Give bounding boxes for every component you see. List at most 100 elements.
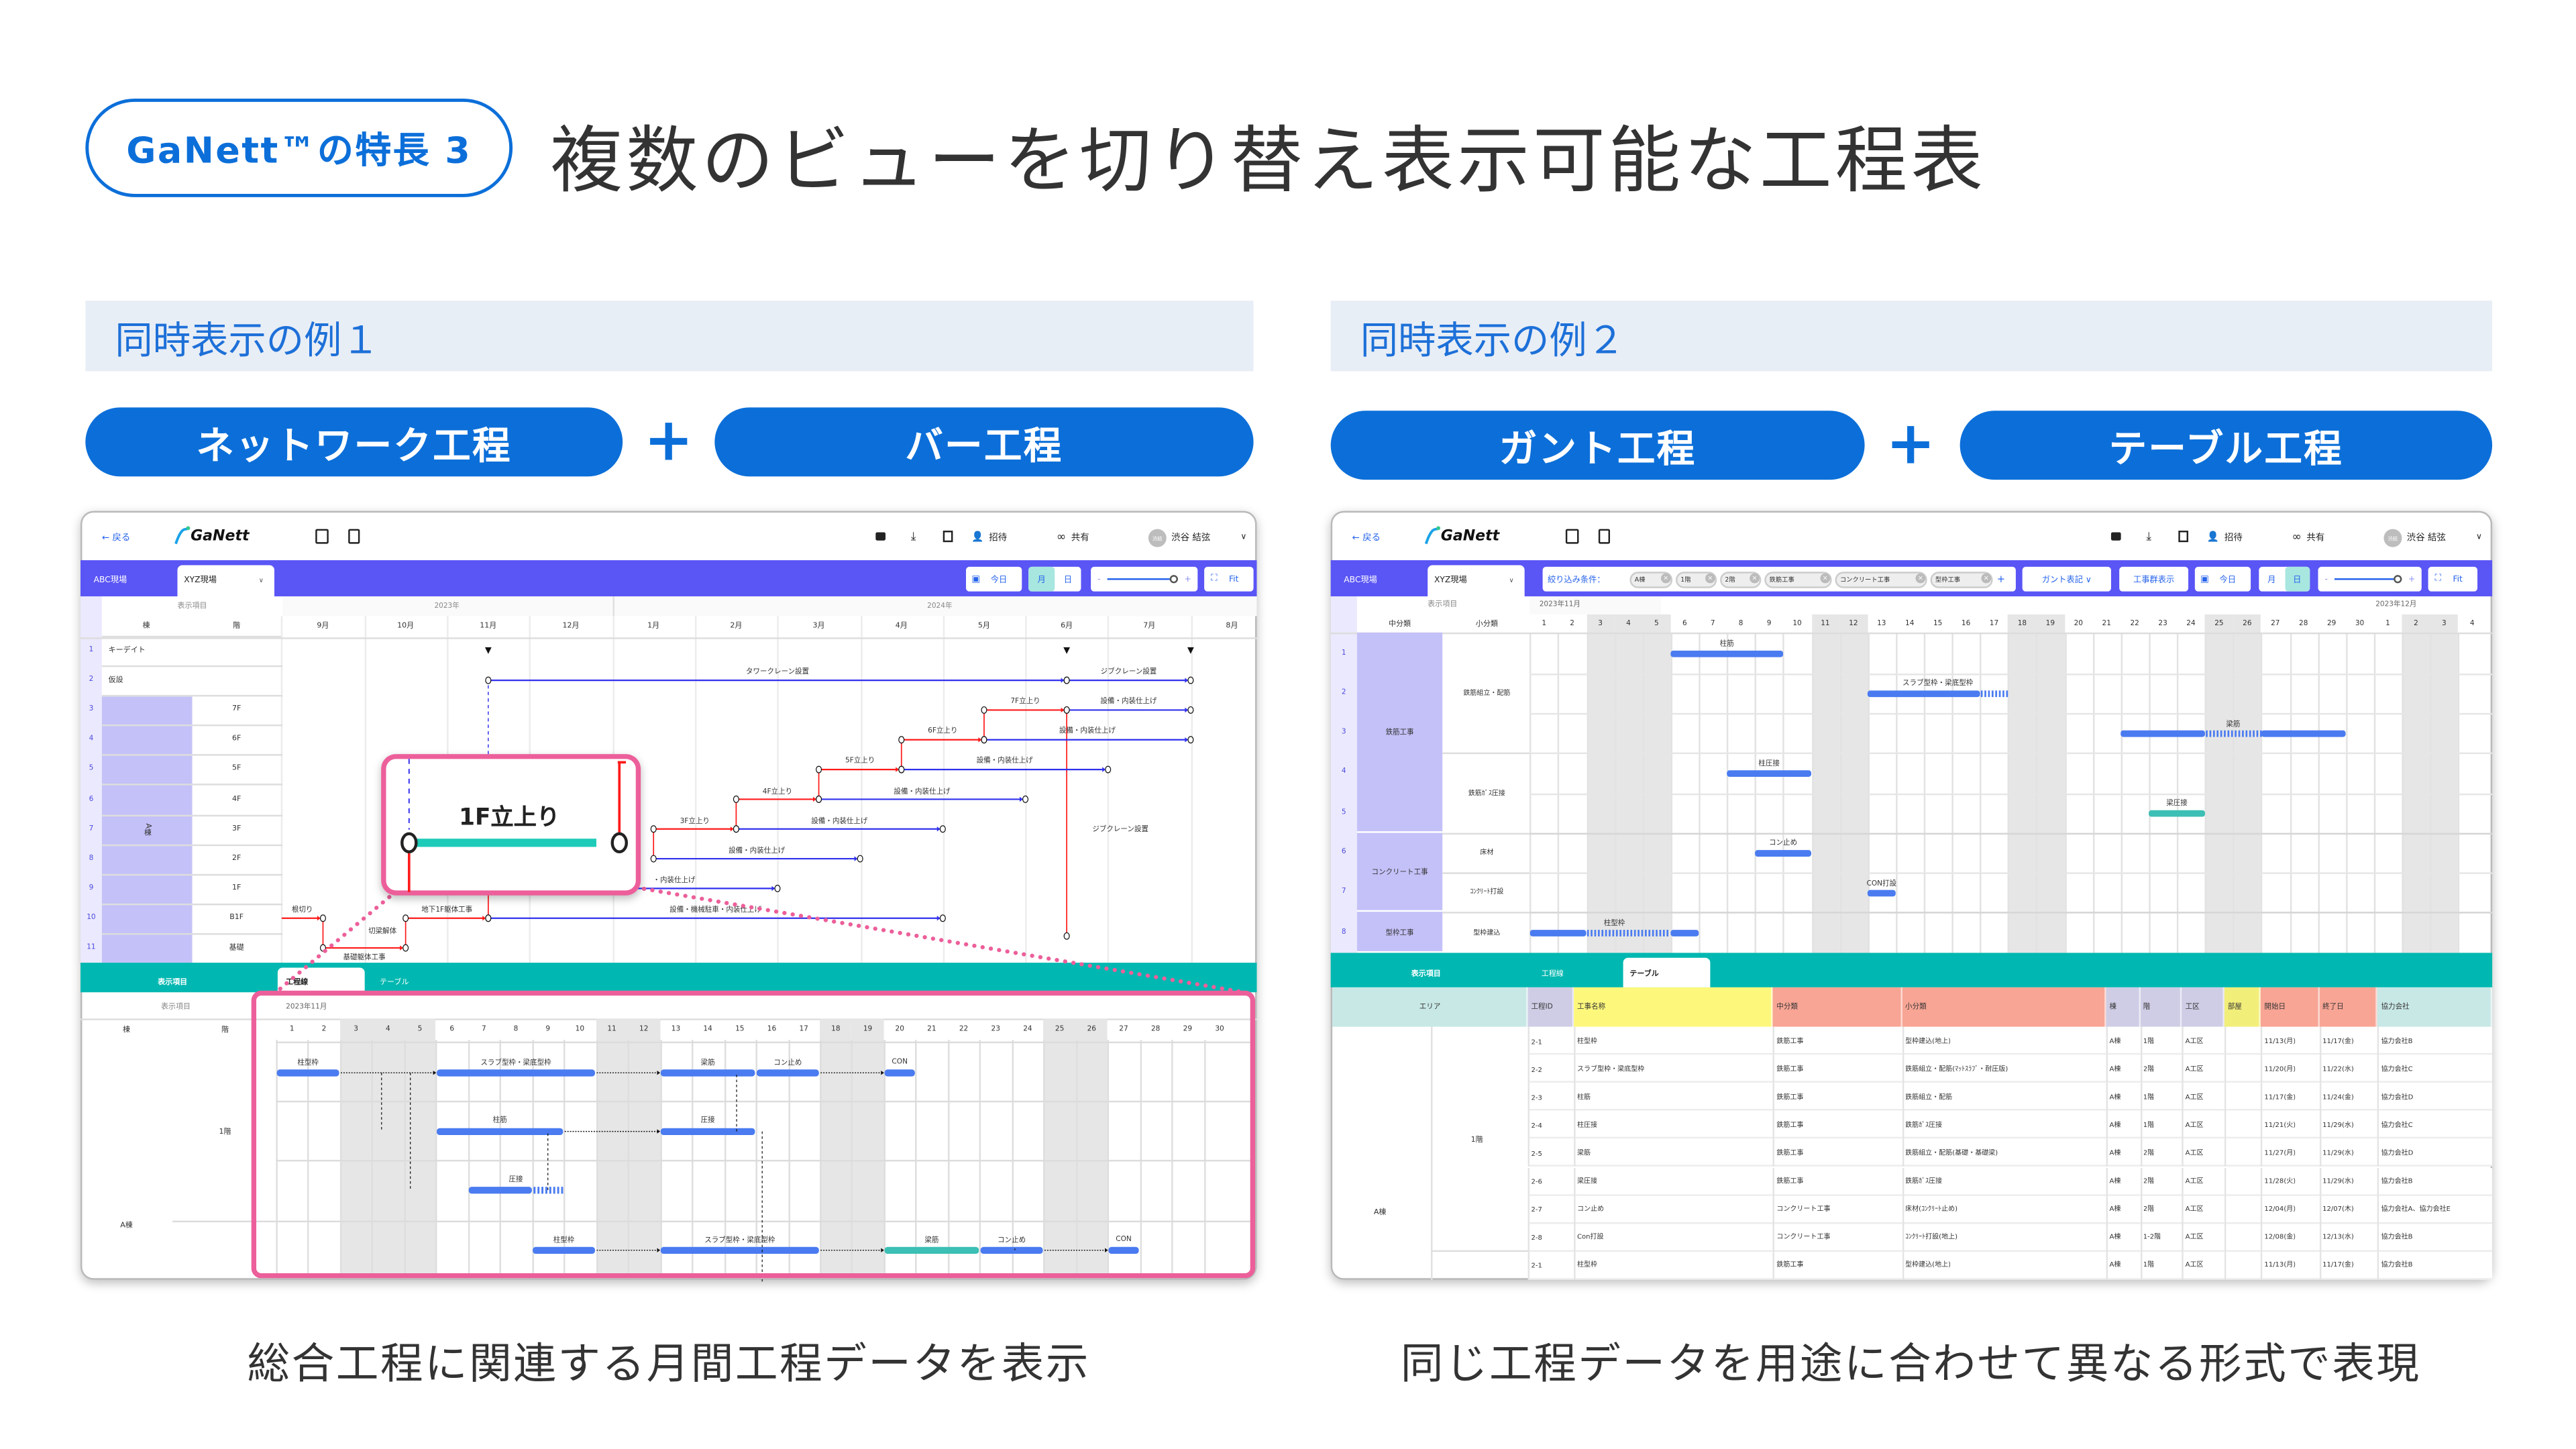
day-toggle[interactable]: 日 — [2293, 575, 2302, 585]
gantt-mode-select[interactable] — [2022, 566, 2111, 592]
tab-table[interactable]: テーブル — [380, 979, 409, 987]
table-header-cell[interactable] — [2139, 987, 2182, 1027]
layout-list-icon[interactable] — [1598, 529, 1611, 544]
site-tab-abc[interactable]: ABC現場 — [1344, 576, 1377, 586]
tab-network-line-label[interactable]: 工程線 — [286, 979, 309, 987]
remove-filter-icon[interactable]: × — [1660, 573, 1671, 584]
table-area-floor: 1階 — [1470, 1136, 1483, 1145]
share-link-icon[interactable]: ∞ — [2292, 531, 2302, 544]
zoom-slider-thumb[interactable] — [2394, 574, 2402, 583]
table-cell: スラブ型枠・梁底型枠 — [1577, 1064, 1645, 1073]
tab-table[interactable] — [1623, 957, 1711, 987]
table-cell-divider — [2106, 1167, 2107, 1195]
remove-filter-icon[interactable]: × — [1820, 573, 1831, 584]
invite-icon[interactable]: 👤 — [2206, 531, 2219, 543]
remove-filter-icon[interactable]: × — [1750, 573, 1760, 584]
site-tab-abc[interactable]: ABC現場 — [93, 576, 127, 586]
layout-split-icon[interactable] — [1565, 529, 1579, 544]
zoom-out-button[interactable]: - — [2324, 574, 2328, 584]
today-button[interactable] — [2194, 566, 2251, 592]
invite-icon[interactable]: 👤 — [971, 531, 984, 543]
table-row[interactable] — [1527, 1251, 2493, 1280]
table-header-cell[interactable] — [2261, 987, 2320, 1027]
zoom-in-button[interactable]: + — [1184, 574, 1191, 584]
table-header-cell[interactable] — [2224, 987, 2261, 1027]
table-cell: 11/20(月) — [2264, 1064, 2296, 1073]
month-gridline — [694, 616, 696, 963]
month-toggle[interactable]: 月 — [1037, 575, 1046, 585]
table-header-cell[interactable] — [1332, 987, 1528, 1027]
remove-filter-icon[interactable]: × — [1915, 573, 1926, 584]
tab-network-line[interactable]: 工程線 — [1541, 971, 1564, 979]
site-tab-xyz[interactable] — [177, 565, 274, 596]
table-header-cell[interactable] — [1574, 987, 1774, 1027]
gantt-mode-label[interactable]: ガント表記 ∨ — [2041, 575, 2092, 585]
layout-split-icon[interactable] — [315, 529, 329, 544]
group-view-button[interactable] — [2119, 566, 2189, 592]
filter-chip[interactable] — [1930, 571, 1993, 588]
fit-button[interactable] — [2428, 566, 2478, 592]
day-label: 8 — [1738, 620, 1743, 629]
invite-button[interactable]: 招待 — [989, 533, 1008, 544]
filter-chip[interactable] — [1835, 571, 1927, 588]
calendar-icon[interactable] — [943, 531, 953, 543]
add-filter-button[interactable]: + — [1996, 573, 2006, 585]
row-divider — [101, 843, 283, 845]
table-row[interactable] — [1527, 1055, 2493, 1083]
download-icon[interactable]: ⤓ — [2146, 529, 2152, 543]
table-row[interactable] — [1527, 1111, 2493, 1140]
table-header-cell[interactable] — [1902, 987, 2106, 1027]
user-menu-chevron[interactable]: ∨ — [2476, 532, 2483, 543]
back-button[interactable]: ← 戻る — [101, 533, 131, 544]
table-header-cell[interactable] — [1527, 987, 1574, 1027]
table-header-cell[interactable] — [2377, 987, 2493, 1027]
share-link-icon[interactable]: ∞ — [1056, 531, 1067, 544]
table-cell-divider — [2261, 1251, 2262, 1280]
month-label: 1月 — [647, 623, 660, 631]
site-tab-xyz[interactable] — [1428, 565, 1525, 596]
zoom-slider-thumb[interactable] — [1169, 574, 1178, 583]
month-label: 2023年11月 — [1539, 601, 1580, 610]
user-avatar[interactable]: 渋結 — [1148, 529, 1167, 547]
day-gridline — [308, 1040, 309, 1279]
table-cell-divider — [2139, 1195, 2141, 1224]
table-row[interactable] — [1527, 1223, 2493, 1252]
remove-filter-icon[interactable]: × — [1705, 573, 1715, 584]
table-header-cell[interactable] — [2319, 987, 2378, 1027]
user-menu-chevron[interactable]: ∨ — [1240, 532, 1247, 543]
table-cell-divider — [2319, 1251, 2320, 1280]
layout-list-icon[interactable] — [348, 529, 360, 544]
table-row[interactable] — [1527, 1026, 2493, 1055]
table-cell-divider — [2319, 1223, 2320, 1252]
table-row[interactable] — [1527, 1195, 2493, 1224]
table-row[interactable] — [1527, 1167, 2493, 1195]
table-row[interactable] — [1527, 1139, 2493, 1167]
share-button[interactable]: 共有 — [2306, 533, 2325, 544]
zoom-out-button[interactable]: - — [1097, 574, 1101, 584]
user-name[interactable]: 渋谷 結弦 — [2406, 533, 2446, 544]
calendar-icon[interactable] — [2178, 531, 2189, 543]
print-icon[interactable] — [875, 532, 886, 541]
day-toggle[interactable]: 日 — [1063, 575, 1072, 585]
print-icon[interactable] — [2110, 532, 2121, 541]
zoom-in-button[interactable]: + — [2408, 574, 2416, 584]
fit-button[interactable] — [1204, 566, 1254, 592]
remove-filter-icon[interactable]: × — [1981, 573, 1992, 584]
user-avatar[interactable]: 渋結 — [2383, 529, 2402, 547]
weekend-shading — [2204, 614, 2233, 953]
user-name[interactable]: 渋谷 結弦 — [1171, 533, 1211, 544]
table-header-cell[interactable] — [2182, 987, 2224, 1027]
today-button[interactable] — [966, 566, 1022, 592]
table-cell: 2-5 — [1531, 1148, 1542, 1158]
bar-row-divider — [276, 1159, 1254, 1161]
subcategory-divider — [1442, 912, 1530, 914]
invite-button[interactable]: 招待 — [2224, 533, 2243, 544]
download-icon[interactable]: ⤓ — [910, 529, 916, 543]
table-header-cell[interactable] — [2106, 987, 2140, 1027]
table-header-cell[interactable] — [1773, 987, 1902, 1027]
table-row[interactable] — [1527, 1083, 2493, 1112]
tab-network-line[interactable] — [277, 967, 365, 993]
month-toggle[interactable]: 月 — [2267, 575, 2276, 585]
back-button[interactable]: ← 戻る — [1352, 533, 1381, 544]
share-button[interactable]: 共有 — [1071, 533, 1089, 544]
